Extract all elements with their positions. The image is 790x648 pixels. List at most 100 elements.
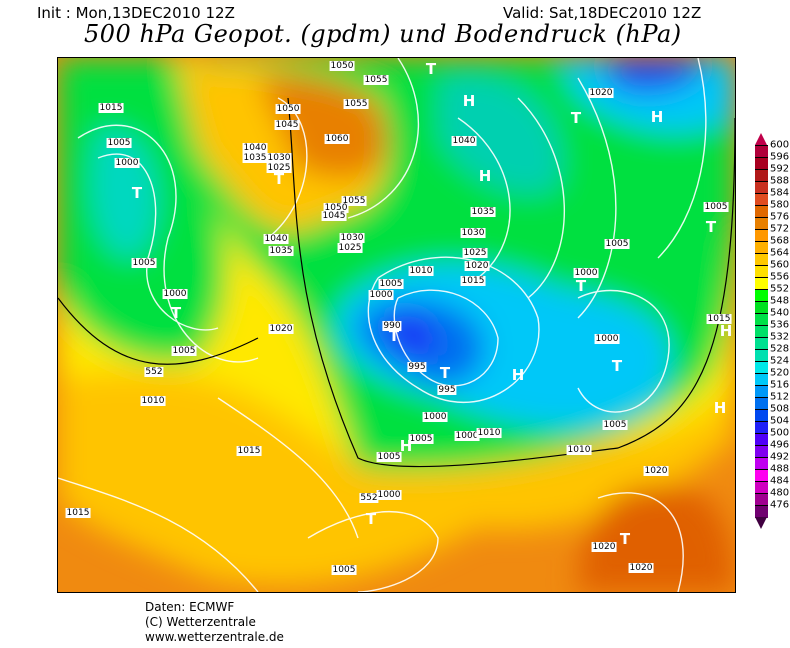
isobar-label: 1000 [454,431,480,441]
isobar-label: 1025 [266,163,292,173]
high-pressure-marker: H [650,108,664,126]
legend-tick-label: 552 [770,283,790,295]
isobar-label: 995 [437,385,457,395]
legend-color-bin [755,361,768,374]
isobar-label: 1015 [706,314,732,324]
copyright: (C) Wetterzentrale [145,615,256,629]
low-pressure-marker: T [705,218,717,236]
legend-color-bin [755,289,768,302]
isobar-label: 1015 [236,446,262,456]
init-time: Init : Mon,13DEC2010 12Z [37,4,235,22]
legend-color-bin [755,277,768,290]
website-link[interactable]: www.wetterzentrale.de [145,630,284,644]
legend-tick-label: 476 [770,499,790,511]
legend-tick-label: 576 [770,211,790,223]
isobar-label: 1005 [376,452,402,462]
isobar-label: 1005 [408,434,434,444]
isobar-label: 1035 [242,153,268,163]
map-title: 500 hPa Geopot. (gpdm) und Bodendruck (h… [84,20,682,48]
legend-color-bin [755,409,768,422]
legend-tick-label: 480 [770,487,790,499]
legend-tick-label: 516 [770,379,790,391]
legend-tick-label: 524 [770,355,790,367]
isobar-label: 1025 [337,243,363,253]
legend-color-bin [755,205,768,218]
isobar-label: 1005 [131,258,157,268]
isobar-label: 1000 [162,289,188,299]
isobar-label: 1015 [460,276,486,286]
isobar-label: 1035 [470,207,496,217]
low-pressure-marker: T [611,357,623,375]
legend-color-bin [755,445,768,458]
legend-tick-label: 484 [770,475,790,487]
legend-color-bin [755,253,768,266]
legend-color-bin [755,229,768,242]
legend-color-bin [755,337,768,350]
legend-color-bin [755,241,768,254]
high-pressure-marker: H [713,399,727,417]
legend-color-bin [755,385,768,398]
isobar-label: 1000 [422,412,448,422]
isobar-label: 1055 [343,99,369,109]
legend-tick-label: 492 [770,451,790,463]
isobar-label: 1020 [588,88,614,98]
low-pressure-marker: T [170,304,182,322]
legend-tick-label: 556 [770,271,790,283]
isobar-label: 1050 [329,61,355,71]
low-pressure-marker: T [619,530,631,548]
legend-tick-label: 560 [770,259,790,271]
weather-map: 1015 1005 1000 1005 1000 1005 1010 1015 1015 1020… [57,57,736,593]
isobar-label: 1050 [275,104,301,114]
legend-color-bin [755,421,768,434]
isobar-label: 1020 [268,324,294,334]
legend-tick-label: 532 [770,331,790,343]
low-pressure-marker: T [365,510,377,528]
low-pressure-marker: T [388,327,400,345]
isobar-label: 995 [407,362,427,372]
legend-tick-label: 572 [770,223,790,235]
legend-color-bin [755,169,768,182]
isobar-label: 1005 [171,346,197,356]
isobar-label: 1005 [602,420,628,430]
isobar-label: 1005 [106,138,132,148]
isobar-label: 1020 [643,466,669,476]
low-pressure-marker: T [273,170,285,188]
legend-tick-label: 596 [770,151,790,163]
isobar-label: 1010 [408,266,434,276]
isobar-label: 1005 [331,565,357,575]
geopotential-field [58,58,735,592]
isobar-label: 1045 [274,120,300,130]
legend-color-bin [755,313,768,326]
isobar-label: 1015 [98,103,124,113]
legend-color-bin [755,469,768,482]
isobar-label: 1000 [573,268,599,278]
isobar-label: 1035 [268,246,294,256]
isobar-label: 1010 [476,428,502,438]
isobar-label: 990 [382,321,402,331]
legend-color-bin [755,157,768,170]
legend-color-bin [755,457,768,470]
legend-tick-label: 528 [770,343,790,355]
legend-tick-label: 520 [770,367,790,379]
legend-tick-label: 540 [770,307,790,319]
isobar-label: 1005 [604,239,630,249]
legend-tick-label: 512 [770,391,790,403]
legend-tick-label: 584 [770,187,790,199]
legend-tick-label: 536 [770,319,790,331]
legend-tick-label: 600 [770,139,790,151]
low-pressure-marker: T [425,60,437,78]
isobar-label: 1015 [65,508,91,518]
legend-color-bin [755,265,768,278]
data-source: Daten: ECMWF [145,600,235,614]
high-pressure-marker: H [399,437,413,455]
low-pressure-marker: T [439,364,451,382]
legend-bottom-arrow [755,517,767,529]
legend-tick-label: 548 [770,295,790,307]
legend-tick-label: 564 [770,247,790,259]
legend-color-bin [755,301,768,314]
legend-tick-label: 568 [770,235,790,247]
isobar-label: 1040 [451,136,477,146]
isobar-label: 1010 [566,445,592,455]
isobar-label: 1005 [703,202,729,212]
legend-color-bin [755,193,768,206]
